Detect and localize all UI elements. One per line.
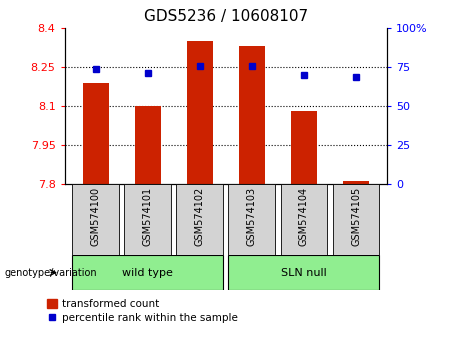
Title: GDS5236 / 10608107: GDS5236 / 10608107	[144, 9, 308, 24]
Bar	[343, 182, 369, 184]
Text: GSM574102: GSM574102	[195, 186, 205, 246]
Text: GSM574104: GSM574104	[299, 186, 309, 246]
Bar	[177, 184, 223, 255]
Bar	[187, 41, 213, 184]
Legend: transformed count, percentile rank within the sample: transformed count, percentile rank withi…	[47, 299, 238, 323]
Text: GSM574105: GSM574105	[351, 186, 361, 246]
Bar	[281, 184, 327, 255]
Text: genotype/variation: genotype/variation	[5, 268, 97, 278]
Bar	[229, 255, 379, 290]
Text: SLN null: SLN null	[281, 268, 327, 278]
Bar	[291, 112, 317, 184]
Text: wild type: wild type	[122, 268, 173, 278]
Bar	[124, 184, 171, 255]
Text: GSM574103: GSM574103	[247, 186, 257, 246]
Text: GSM574101: GSM574101	[143, 186, 153, 246]
Bar	[135, 106, 161, 184]
Bar	[83, 83, 109, 184]
Bar	[229, 184, 275, 255]
Text: GSM574100: GSM574100	[91, 186, 101, 246]
Bar	[239, 46, 265, 184]
Bar	[332, 184, 379, 255]
Bar	[72, 184, 119, 255]
Bar	[72, 255, 223, 290]
